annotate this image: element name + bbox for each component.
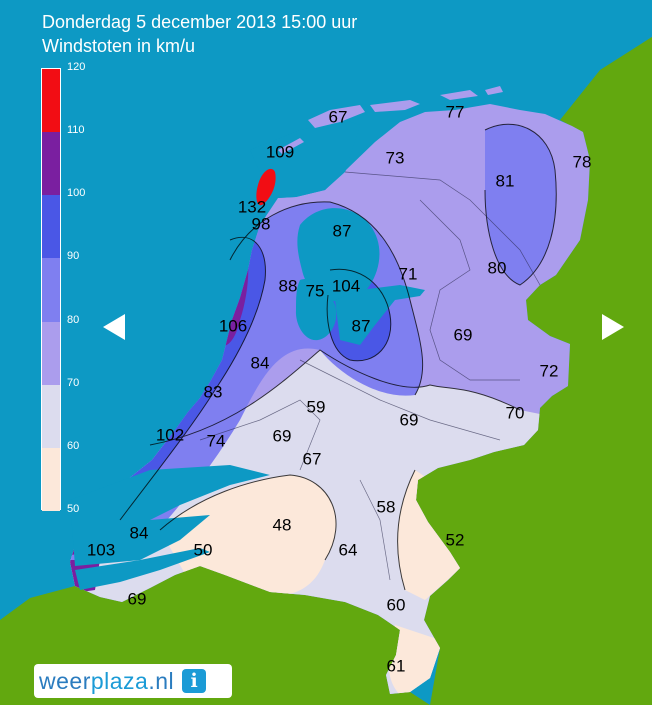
station-value-woensdrecht: 50	[193, 540, 213, 560]
germany-land	[416, 36, 652, 705]
station-value-herwijnen: 67	[302, 449, 322, 469]
station-value-hoorn: 75	[305, 281, 325, 301]
ameland-island	[370, 100, 420, 112]
station-value-arcen: 52	[445, 530, 465, 550]
westerschelde	[75, 548, 210, 590]
rottumeroog-island	[485, 86, 503, 95]
station-value-hoek-van-holland: 102	[155, 425, 185, 445]
next-arrow-button[interactable]	[602, 314, 624, 340]
station-value-de-bilt: 59	[306, 397, 326, 417]
legend-band-70-80	[42, 321, 60, 385]
schiermonnikoog-island	[440, 90, 478, 100]
station-value-gilze-rijen: 48	[272, 515, 292, 535]
color-scale-legend	[41, 68, 61, 511]
markermeer	[295, 279, 337, 341]
logo-part-plaza: plaza	[90, 667, 149, 694]
wadden-islands	[256, 86, 503, 206]
terschelling-island	[308, 105, 365, 128]
station-value-nieuwe-statenzijl: 78	[572, 152, 592, 172]
texel-island	[256, 168, 276, 206]
station-value-lelystad: 71	[398, 264, 418, 284]
station-value-schiermonnikoog: 77	[445, 102, 465, 122]
previous-arrow-button[interactable]	[103, 314, 125, 340]
station-value-eindhoven: 64	[338, 540, 358, 560]
legend-tick-label: 80	[67, 313, 80, 326]
station-value-hupsel: 70	[505, 403, 525, 423]
legend-tick-label: 100	[67, 187, 86, 200]
station-value-hoogeveen: 69	[453, 325, 473, 345]
map-title: Donderdag 5 december 2013 15:00 uur	[42, 12, 358, 32]
legend-tick-label: 110	[67, 124, 85, 137]
station-value-heino: 69	[399, 410, 419, 430]
station-value-schiphol: 84	[250, 353, 270, 373]
station-value-markermeer: 104	[331, 276, 361, 296]
weerplaza-logo: weerplaza.nl	[39, 668, 174, 695]
station-value-nieuw-beerta: 80	[487, 258, 507, 278]
legend-band-110-120	[42, 69, 60, 133]
legend-band-100-110	[42, 132, 60, 196]
legend-tick-label: 120	[67, 61, 86, 73]
station-value-ijmuiden: 106	[218, 316, 248, 336]
logo-part-weer: weer	[39, 667, 91, 694]
station-value-stavoren: 87	[332, 221, 352, 241]
station-value-westdorpe: 69	[127, 589, 147, 609]
station-value-leeuwarden: 73	[385, 148, 405, 168]
waddenzee	[250, 120, 360, 198]
station-value-cabauw: 69	[272, 426, 292, 446]
legend-tick-label: 60	[67, 439, 80, 452]
legend-band-90-100	[42, 195, 60, 259]
station-value-vlieland: 109	[265, 142, 295, 162]
legend-tick-label: 70	[67, 376, 80, 389]
map-subtitle: Windstoten in km/u	[42, 36, 196, 56]
inner-waters	[70, 120, 425, 590]
logo-part-nl: .nl	[148, 667, 175, 694]
zeeland-estuaries	[70, 465, 270, 566]
legend-band-80-90	[42, 258, 60, 322]
station-value-den-helder: 98	[251, 214, 271, 234]
legend-tick-label: 90	[67, 250, 80, 263]
station-value-ell: 60	[386, 595, 406, 615]
station-value-groningen: 81	[495, 171, 515, 191]
info-icon[interactable]: i	[182, 669, 207, 693]
legend-tick-label: 50	[67, 503, 80, 515]
station-value-maastricht: 61	[386, 656, 406, 676]
isolines	[119, 123, 557, 591]
station-value-terschelling: 67	[328, 107, 348, 127]
station-value-volkel: 58	[376, 497, 396, 517]
vlieland-island	[278, 138, 304, 154]
province-borders	[199, 171, 541, 581]
station-value-valkenburg: 83	[203, 382, 223, 402]
station-value-vlissingen: 103	[86, 540, 116, 560]
station-value-berkhout: 88	[278, 276, 298, 296]
ijsselmeer	[297, 208, 380, 302]
station-value-wilhelminadorp: 84	[129, 523, 149, 543]
legend-band-50-60	[42, 447, 60, 511]
station-value-rotterdam: 74	[206, 431, 226, 451]
station-value-twenthe: 72	[539, 361, 559, 381]
station-value-marknesse: 87	[351, 316, 371, 336]
station-value-texel: 132	[237, 197, 267, 217]
weerplaza-logo-link[interactable]: weerplaza.nl i	[34, 664, 232, 698]
randmeren	[335, 285, 425, 345]
legend-band-60-70	[42, 384, 60, 448]
